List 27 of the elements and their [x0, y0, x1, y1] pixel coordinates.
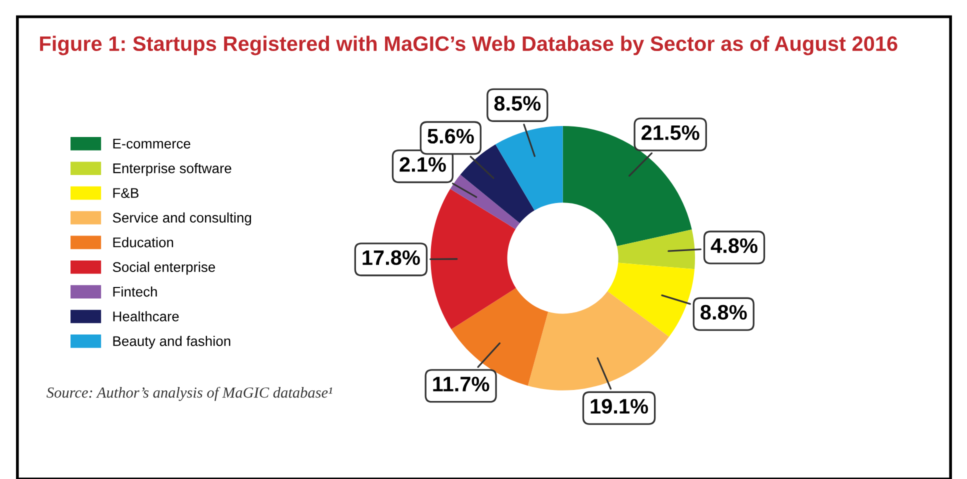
donut-slice — [430, 188, 516, 330]
data-label: 17.8% — [362, 250, 420, 266]
data-label: 8.5% — [494, 96, 541, 111]
legend-label: Social enterprise — [112, 262, 216, 275]
legend-label: Fintech — [113, 286, 157, 297]
legend-label: Education — [113, 237, 174, 248]
donut-slice — [495, 126, 563, 210]
data-label: 11.7% — [433, 376, 490, 392]
data-label: 8.8% — [700, 304, 747, 320]
donut-slice — [460, 144, 535, 224]
source-note: Source: Author’s analysis of MaGIC database¹ — [46, 386, 332, 401]
data-label: 19.1% — [590, 398, 648, 414]
legend-label: Beauty and fashion — [113, 336, 230, 349]
data-label: 21.5% — [642, 125, 700, 140]
data-label: 5.6% — [428, 128, 474, 144]
chart-title: Figure 1: Startups Registered with MaGIC’s Web Database by Sector as of August 2016 — [40, 36, 898, 56]
legend-label: Service and consulting — [112, 212, 252, 226]
legend-label: Healthcare — [113, 311, 179, 322]
data-label: 4.8% — [710, 238, 758, 254]
donut-slice — [617, 230, 695, 270]
data-label: 2.1% — [400, 157, 446, 172]
legend-label: F&B — [113, 188, 138, 198]
legend-label: E-commerce — [113, 138, 190, 149]
donut-slice — [450, 174, 520, 230]
donut-slice — [607, 262, 695, 337]
legend-label: Enterprise software — [113, 163, 232, 176]
donut-slice — [528, 291, 670, 390]
